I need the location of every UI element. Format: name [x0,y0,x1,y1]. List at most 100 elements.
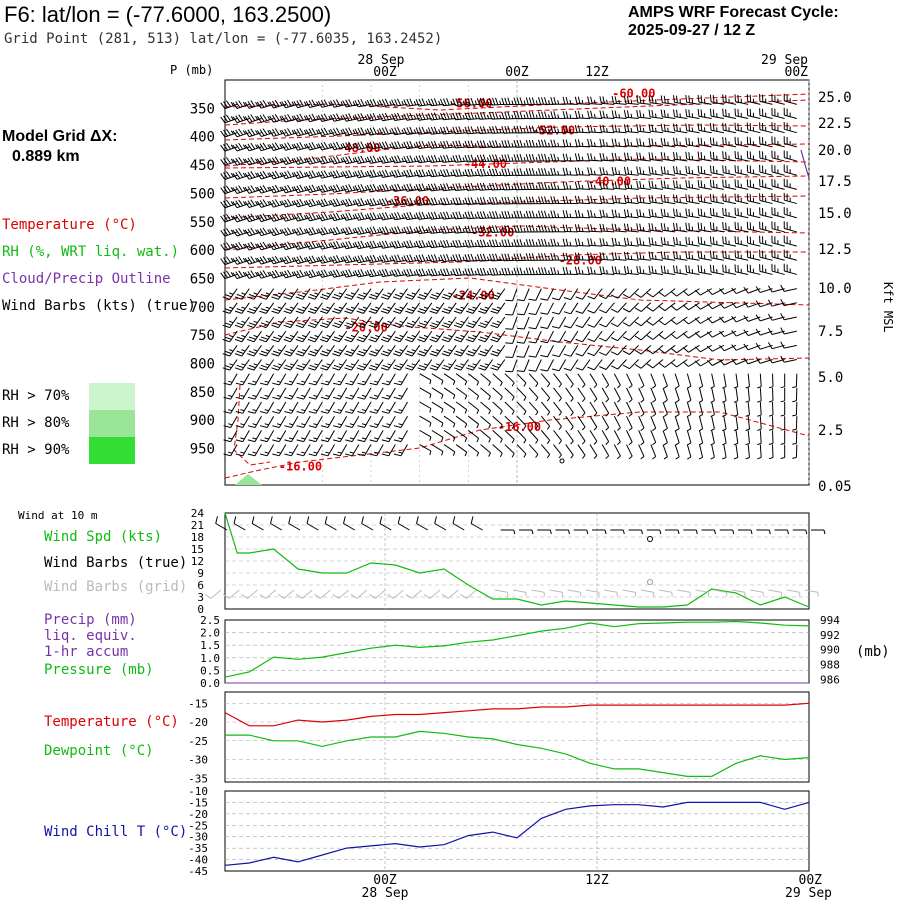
wind-barb [660,109,676,120]
wind-barb [525,210,542,219]
wind-barb [466,345,481,357]
wind-speed-tick: 15 [191,543,204,556]
wind-barb [648,95,664,105]
wind-barb [528,415,539,430]
wind-barb [626,401,633,417]
wind-barb [638,430,645,446]
wind-barb [419,415,432,427]
wind-barb [476,140,493,149]
wind-barb [673,151,688,162]
wind-barb [525,239,542,247]
wind-barb [611,110,627,120]
wind-barb [599,266,615,275]
wind-barb [710,444,715,460]
wind-barb [381,415,396,428]
wind-barb [682,288,700,297]
wind-speed-tick: 24 [191,507,205,520]
wind-speed-tick: 0 [197,603,204,616]
height-axis-label: Kft MSL [881,282,895,333]
wind-barb [516,288,530,302]
pressure-tick-label: 350 [190,101,215,117]
wind-barb [768,430,774,445]
wind-barb-true [811,529,826,535]
wind-barb [622,359,640,370]
wind-barb [734,150,749,162]
wind-barb [490,345,506,357]
wind-barb [357,401,372,414]
wind-barb [464,211,481,220]
isotherm-label: -16.00 [279,460,322,474]
wind-barb [357,373,372,386]
wind-barb [305,156,323,165]
wind-barb [563,302,579,315]
wind-barb [759,93,773,105]
wind-barb [452,253,469,262]
wind-barb [354,226,372,235]
wind-barb [734,179,749,190]
wind-barb [403,98,420,107]
isotherm-label: -44.00 [464,157,507,171]
wind-barb [638,444,645,460]
isotherm-label: -20.00 [344,321,387,335]
calm-circle [647,536,653,542]
wind-barb-grid [804,589,819,597]
isotherm [224,175,810,199]
wind-barb [419,373,432,385]
wind-speed-label: Wind Spd (kts) [44,529,163,545]
wind-barb [391,126,408,136]
wind-barb [505,288,518,302]
wind-barb [281,142,299,151]
wind-barb-grid [750,589,764,597]
wind-barb [357,444,372,457]
wind-barb [587,209,603,219]
wind-barb [709,108,724,120]
precip-tick: 1.5 [200,639,220,652]
wind-barb [685,151,700,162]
wind-barb [464,168,481,177]
wind-barb [271,316,287,329]
wind-barb [271,330,287,343]
wind-barb [601,430,610,445]
wind-barb [516,373,527,387]
wind-barb [417,359,433,371]
wind-barb [269,170,286,180]
wind-barb [682,344,700,353]
wind-barb [235,401,250,414]
wind-barb-grid [405,589,423,599]
wind-barb [513,97,530,106]
wind-barb [670,344,688,354]
wind-barb [636,166,651,176]
wind-barb [354,212,372,221]
wind-barb [296,401,311,414]
wind-barb [464,267,481,276]
wind-barb [565,387,574,402]
wind-barb [553,373,562,388]
wind-barb [780,298,797,307]
wind-barb-true [270,516,283,531]
cloud-outline [800,149,810,179]
wind-barb [722,250,737,261]
wind-barb [709,208,724,219]
wind-barb [694,302,712,310]
wind-barb [501,182,518,191]
wind-barb [234,288,250,300]
wind-barb [613,444,621,460]
wind-barb [505,345,518,358]
wind-barb [674,444,680,460]
wind-barb-grid [387,589,404,599]
rh-level-label: RH > 90% [2,442,70,458]
wind-barb [295,345,311,357]
wind-barb-grid [622,589,637,597]
wind-barb [431,373,444,385]
wind-barb [476,225,493,234]
wind-barb [734,236,749,247]
pressure-tick-label: 850 [190,385,215,401]
wind-barb [550,181,566,190]
wind-barb [441,359,457,371]
wind-barb [476,196,493,205]
wind-barb [731,301,749,309]
wind-barb [232,199,250,209]
wind-barb [443,373,456,385]
wind-barb [464,97,481,106]
wind-barb [476,267,493,276]
